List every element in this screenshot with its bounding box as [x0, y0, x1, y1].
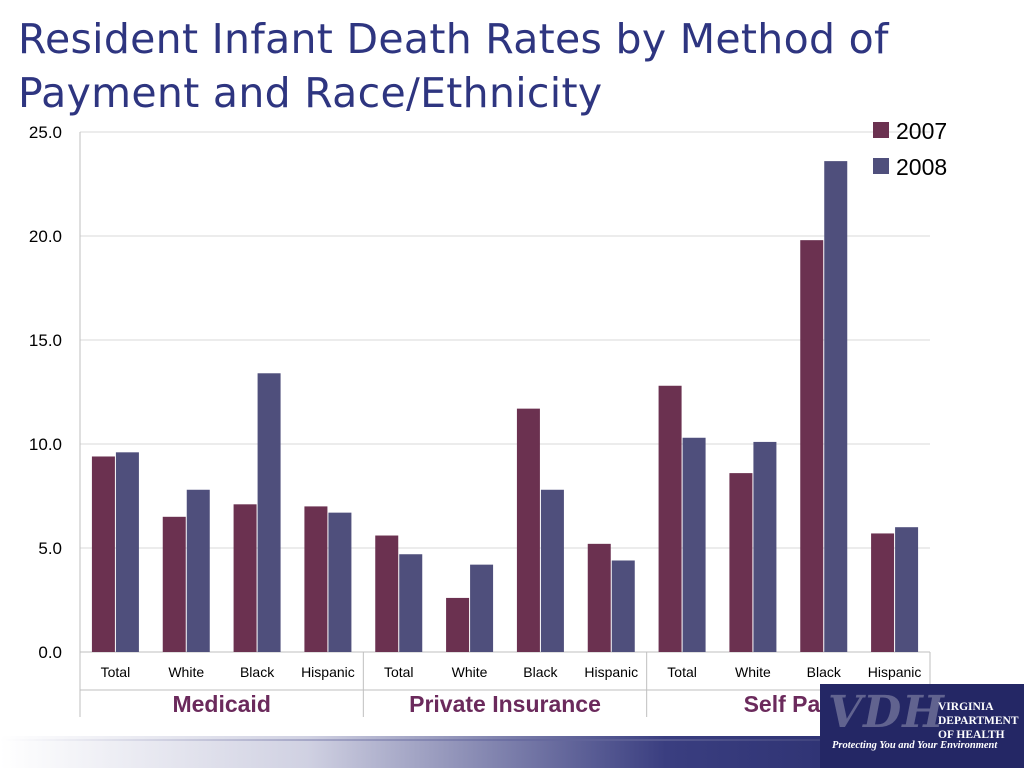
bar-2008-white	[186, 489, 210, 652]
x-group-label: Medicaid	[172, 691, 270, 717]
x-group-label: Self Pay	[744, 691, 834, 717]
legend-swatch-2008	[873, 158, 889, 174]
vdh-tagline: Protecting You and Your Environment	[832, 740, 998, 751]
bar-2008-black	[824, 161, 848, 652]
x-category-label: White	[168, 664, 204, 680]
x-category-label: White	[452, 664, 488, 680]
bar-2008-white	[753, 441, 777, 652]
bar-2007-total	[658, 385, 682, 652]
bar-2008-white	[470, 564, 494, 652]
legend-label-2007: 2007	[896, 118, 947, 144]
bar-2008-black	[257, 373, 281, 652]
y-tick-label: 25.0	[29, 123, 62, 142]
x-category-label: Hispanic	[584, 664, 638, 680]
bar-2008-black	[540, 489, 564, 652]
x-category-label: Black	[523, 664, 558, 680]
bar-2007-black	[800, 240, 824, 652]
vdh-logo-block	[820, 684, 1024, 768]
bar-2007-hispanic	[304, 506, 328, 652]
bar-2007-hispanic	[587, 543, 611, 652]
bar-2007-hispanic	[871, 533, 895, 652]
bar-2008-hispanic	[611, 560, 635, 652]
bar-2007-total	[375, 535, 399, 652]
vdh-name-line-1: VIRGINIA	[938, 701, 994, 713]
y-tick-label: 20.0	[29, 227, 62, 246]
bar-2007-total	[91, 456, 115, 652]
x-category-label: Hispanic	[868, 664, 922, 680]
bar-2008-total	[115, 452, 139, 652]
vdh-name-line-3: OF HEALTH	[938, 729, 1005, 741]
x-category-label: Total	[384, 664, 414, 680]
x-category-label: White	[735, 664, 771, 680]
bar-2008-total	[399, 554, 423, 652]
bar-2007-white	[162, 516, 186, 652]
vdh-logo-name: VIRGINIA DEPARTMENT OF HEALTH	[938, 700, 1024, 742]
x-category-label: Total	[101, 664, 131, 680]
vdh-logo-mark: VDH	[828, 687, 945, 738]
y-tick-label: 15.0	[29, 331, 62, 350]
x-category-label: Total	[667, 664, 697, 680]
bar-2008-hispanic	[328, 512, 352, 652]
y-tick-label: 10.0	[29, 435, 62, 454]
legend-label-2008: 2008	[896, 154, 947, 180]
legend-swatch-2007	[873, 122, 889, 138]
x-group-label: Private Insurance	[409, 691, 601, 717]
bar-2007-black	[233, 504, 257, 652]
x-category-label: Black	[807, 664, 842, 680]
vdh-name-line-2: DEPARTMENT	[938, 715, 1019, 727]
bar-2008-total	[682, 437, 706, 652]
bar-2007-white	[729, 473, 753, 652]
x-category-label: Hispanic	[301, 664, 355, 680]
y-tick-label: 5.0	[38, 539, 62, 558]
footer-divider	[0, 739, 1024, 741]
bar-2007-white	[446, 597, 470, 652]
bar-2008-hispanic	[895, 527, 919, 652]
y-tick-label: 0.0	[38, 643, 62, 662]
bar-2007-black	[516, 408, 540, 652]
x-category-label: Black	[240, 664, 275, 680]
slide-title: Resident Infant Death Rates by Method of…	[18, 15, 889, 117]
